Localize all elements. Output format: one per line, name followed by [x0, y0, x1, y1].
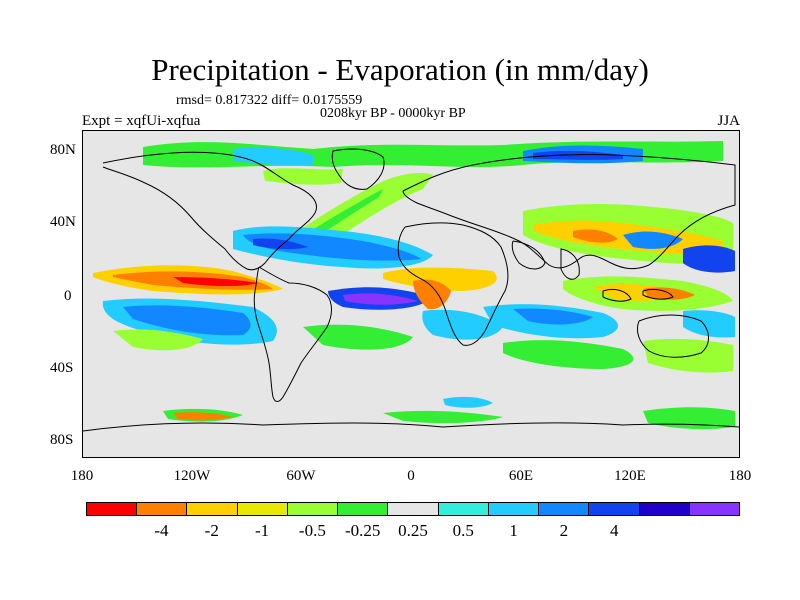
colorbar-swatch — [187, 503, 238, 515]
colorbar-swatch — [488, 503, 540, 515]
world-map — [83, 141, 739, 432]
colorbar-label: -1 — [254, 521, 270, 540]
colorbar-swatch — [287, 503, 339, 515]
colorbar-label: 4 — [609, 521, 619, 540]
contour-fill — [93, 141, 735, 430]
colorbar-swatch — [137, 503, 188, 515]
colorbar-label: -4 — [154, 521, 169, 540]
map-panel — [82, 130, 740, 458]
colorbar-label: 1 — [509, 521, 518, 540]
y-label-40s: 40S — [50, 360, 74, 376]
colorbar-label: -0.5 — [298, 521, 326, 540]
colorbar-swatch — [438, 503, 489, 515]
map-title: Precipitation - Evaporation (in mm/day) — [151, 52, 649, 87]
x-label-180e: 180 — [728, 468, 752, 484]
x-label-60e: 60E — [508, 468, 534, 484]
y-label-80n: 80N — [50, 142, 76, 158]
colorbar-label: -0.25 — [344, 521, 381, 540]
colorbar-label: -2 — [204, 521, 219, 540]
colorbar-swatch — [539, 503, 590, 515]
colorbar-swatch — [589, 503, 640, 515]
stats-text: rmsd= 0.817322 diff= 0.0175559 — [176, 93, 363, 108]
x-label-180w: 180 — [70, 468, 94, 484]
colorbar-swatch — [388, 503, 439, 515]
experiment-label: Expt = xqfUi-xqfua — [82, 113, 201, 129]
y-label-40n: 40N — [50, 214, 76, 230]
period-text: 0208kyr BP - 0000kyr BP — [320, 106, 466, 121]
x-label-0: 0 — [407, 468, 415, 484]
colorbar — [86, 502, 740, 516]
colorbar-label: 0.5 — [452, 521, 474, 540]
coastlines — [83, 148, 739, 432]
colorbar-swatch — [87, 503, 138, 515]
colorbar-swatch — [237, 503, 288, 515]
x-label-120w: 120W — [173, 468, 211, 484]
colorbar-label: 2 — [559, 521, 569, 540]
x-label-60w: 60W — [286, 468, 316, 484]
colorbar-label: 0.25 — [398, 521, 428, 540]
x-label-120e: 120E — [614, 468, 646, 484]
colorbar-swatch — [639, 503, 690, 515]
y-label-80s: 80S — [50, 432, 74, 448]
y-label-0: 0 — [64, 288, 72, 304]
colorbar-swatch — [338, 503, 389, 515]
season-label: JJA — [717, 113, 740, 129]
colorbar-swatch — [689, 503, 740, 515]
